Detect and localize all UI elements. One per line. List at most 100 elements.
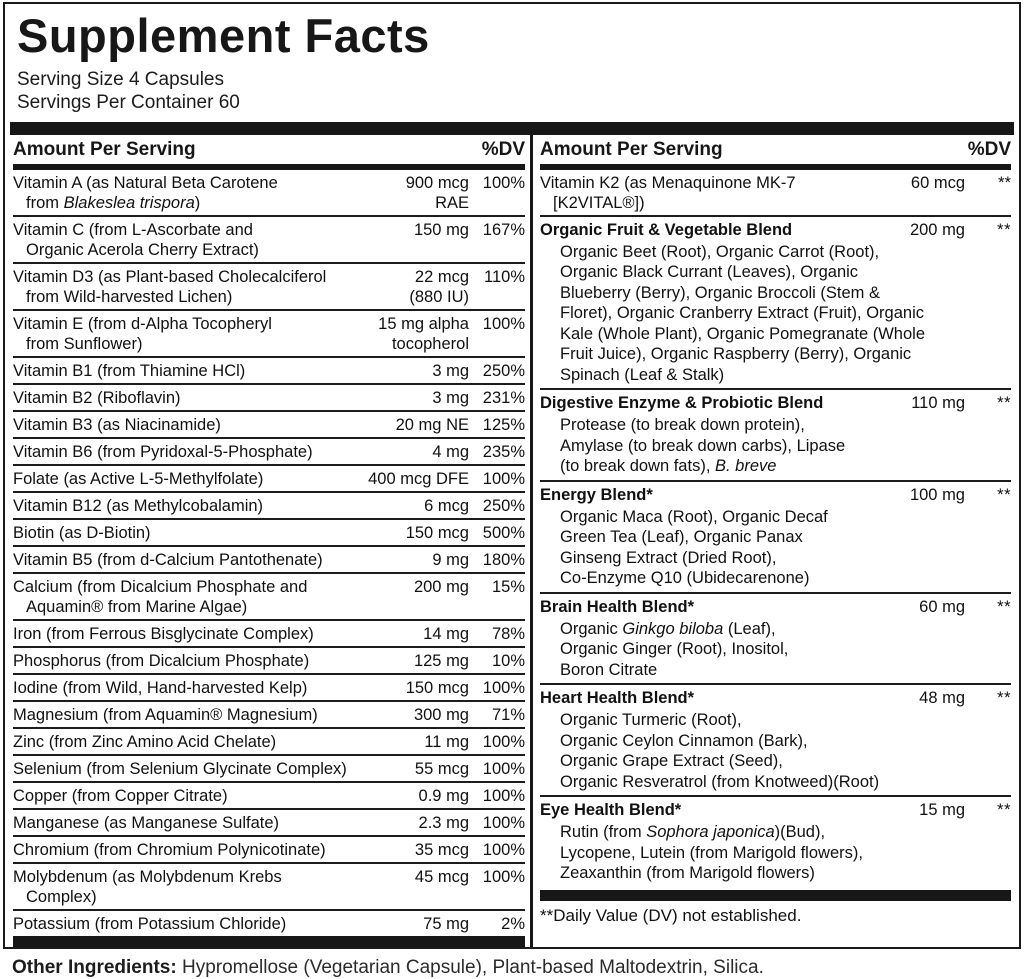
ingredient-name: Vitamin D3 (as Plant-based Cholecalcifer… (13, 267, 355, 307)
ingredient-name: Vitamin B5 (from d-Calcium Pantothenate) (13, 550, 355, 570)
blend-title: Heart Health Blend* (540, 689, 695, 708)
blend-title: Energy Blend* (540, 485, 653, 504)
blend-ingredients-text: (Leaf), Organic Ginger (Root), Inositol,… (560, 619, 789, 679)
amount-line2: RAE (435, 193, 469, 212)
daily-value: 231% (482, 388, 525, 407)
amount-value: 110 mg (911, 394, 965, 413)
blend-header-row: Digestive Enzyme & Probiotic Blend 110 m… (540, 393, 1011, 414)
ingredient-name-text: Vitamin B1 (from Thiamine HCl) (13, 361, 246, 380)
ingredient-name-text: Iodine (from Wild, Hand-harvested Kelp) (13, 678, 308, 697)
ingredient-name-text: Vitamin C (from L-Ascorbate and Organic … (13, 220, 259, 259)
amount-value: 100 mg (909, 485, 965, 504)
divider-bar-thin (13, 163, 525, 170)
dv-header-label: %DV (967, 138, 1011, 160)
facts-columns: Amount Per Serving %DV Vitamin A (as Nat… (10, 134, 1014, 947)
ingredient-name-text: Vitamin E (from d-Alpha Tocopheryl from … (13, 314, 272, 353)
daily-value: 167% (482, 220, 525, 239)
supplement-facts-panel: Supplement Facts Serving Size 4 Capsules… (3, 2, 1021, 949)
divider-bar-bottom (13, 935, 525, 947)
table-row: Potassium (from Potassium Chloride) 75 m… (13, 908, 525, 936)
ingredient-name: Phosphorus (from Dicalcium Phosphate) (13, 651, 355, 671)
amount-line1: 200 mg (413, 577, 469, 596)
right-column: Amount Per Serving %DV Vitamin K2 (as Me… (533, 135, 1014, 947)
amount-value: 22 mcg (880 IU) (355, 267, 469, 307)
amount-line1: 11 mg (424, 732, 469, 751)
ingredient-name-text: Magnesium (from Aquamin® Magnesium) (13, 705, 318, 724)
ingredient-name: Iodine (from Wild, Hand-harvested Kelp) (13, 678, 355, 698)
daily-value: 180% (482, 550, 525, 569)
ingredient-name: Zinc (from Zinc Amino Acid Chelate) (13, 732, 355, 752)
divider-bar-top (10, 121, 1014, 135)
ingredient-name-text: Vitamin B12 (as Methylcobalamin) (13, 496, 264, 515)
right-ingredient-rows: Vitamin K2 (as Menaquinone MK-7 [K2VITAL… (540, 170, 1011, 887)
left-column-header: Amount Per Serving %DV (13, 135, 525, 164)
amount-per-serving-label: Amount Per Serving (540, 138, 723, 160)
blend-ingredients: Protease (to break down protein), Amylas… (540, 414, 1011, 477)
table-row: Copper (from Copper Citrate) 0.9 mg 100% (13, 780, 525, 808)
blend-section: Organic Fruit & Vegetable Blend 200 mg *… (540, 214, 1011, 389)
blend-ingredients: Organic Beet (Root), Organic Carrot (Roo… (540, 241, 1011, 386)
blend-header-row: Brain Health Blend* 60 mg ** (540, 597, 1011, 618)
amount-line1: 9 mg (432, 550, 469, 569)
left-column: Amount Per Serving %DV Vitamin A (as Nat… (10, 135, 530, 947)
amount-line1: 2.3 mg (418, 813, 469, 832)
blend-ingredients-italic: Ginkgo biloba (622, 619, 724, 638)
blend-section: Eye Health Blend* 15 mg ** Rutin (from S… (540, 795, 1011, 887)
table-row: Vitamin B5 (from d-Calcium Pantothenate)… (13, 544, 525, 572)
table-row: Calcium (from Dicalcium Phosphate and Aq… (13, 571, 525, 619)
table-row: Vitamin K2 (as Menaquinone MK-7 [K2VITAL… (540, 170, 1011, 215)
blend-ingredients: Rutin (from Sophora japonica)(Bud), Lyco… (540, 821, 1011, 884)
ingredient-name: Vitamin C (from L-Ascorbate and Organic … (13, 220, 355, 260)
blend-ingredients-text: Organic Maca (Root), Organic Decaf Green… (560, 507, 828, 588)
ingredient-name-text: Molybdenum (as Molybdenum Krebs Complex) (13, 867, 287, 906)
other-ingredients-text: Hypromellose (Vegetarian Capsule), Plant… (176, 956, 764, 978)
daily-value: 125% (482, 415, 525, 434)
ingredient-name-text: Copper (from Copper Citrate) (13, 786, 228, 805)
amount-line1: 3 mg (432, 361, 469, 380)
panel-title: Supplement Facts (17, 9, 430, 62)
daily-value: 15% (491, 577, 525, 596)
table-row: Vitamin E (from d-Alpha Tocopheryl from … (13, 308, 525, 356)
ingredient-name-text: ) (194, 193, 201, 212)
amount-line1: 900 mcg (405, 173, 469, 192)
table-row: Magnesium (from Aquamin® Magnesium) 300 … (13, 699, 525, 727)
ingredient-name-text: Vitamin B2 (Riboflavin) (13, 388, 181, 407)
daily-value: 100% (482, 813, 525, 832)
blend-header-row: Organic Fruit & Vegetable Blend 200 mg *… (540, 220, 1011, 241)
amount-line1: 125 mg (413, 651, 469, 670)
ingredient-name: Chromium (from Chromium Polynicotinate) (13, 840, 355, 860)
daily-value: 250% (482, 361, 525, 380)
amount-line2: tocopherol (391, 334, 469, 353)
amount-value: 200 mg (355, 577, 469, 597)
daily-value: 500% (482, 523, 525, 542)
blend-ingredients-text: Organic Beet (Root), Organic Carrot (Roo… (560, 242, 925, 384)
table-row: Iron (from Ferrous Bisglycinate Complex)… (13, 618, 525, 646)
other-ingredients-label: Other Ingredients: (12, 956, 177, 978)
table-row: Folate (as Active L-5-Methylfolate) 400 … (13, 463, 525, 491)
blend-ingredients-italic: Sophora japonica (646, 823, 775, 842)
blend-title: Brain Health Blend* (540, 597, 695, 616)
amount-line1: 35 mcg (414, 840, 469, 859)
blend-title: Digestive Enzyme & Probiotic Blend (540, 394, 824, 413)
daily-value: 100% (482, 732, 525, 751)
ingredient-name: Molybdenum (as Molybdenum Krebs Complex) (13, 867, 355, 907)
daily-value: ** (997, 597, 1011, 616)
table-row: Molybdenum (as Molybdenum Krebs Complex)… (13, 861, 525, 909)
amount-line1: 300 mg (413, 705, 469, 724)
amount-value: 15 mg (919, 801, 965, 820)
daily-value: 235% (482, 442, 525, 461)
blend-title: Eye Health Blend* (540, 801, 682, 820)
amount-value: 125 mg (355, 651, 469, 671)
ingredient-name-text: Vitamin B6 (from Pyridoxal-5-Phosphate) (13, 442, 313, 461)
dv-header-label: %DV (481, 138, 525, 160)
blend-title: Organic Fruit & Vegetable Blend (540, 220, 793, 239)
ingredient-name-text: Selenium (from Selenium Glycinate Comple… (13, 759, 347, 778)
daily-value: 100% (482, 678, 525, 697)
ingredient-name: Biotin (as D-Biotin) (13, 523, 355, 543)
amount-value: 150 mcg (355, 678, 469, 698)
amount-line1: 22 mcg (414, 267, 469, 286)
divider-bar-thin (540, 163, 1011, 170)
daily-value: 10% (491, 651, 525, 670)
table-row: Biotin (as D-Biotin) 150 mcg 500% (13, 517, 525, 545)
ingredient-name-text: Calcium (from Dicalcium Phosphate and Aq… (13, 577, 308, 616)
